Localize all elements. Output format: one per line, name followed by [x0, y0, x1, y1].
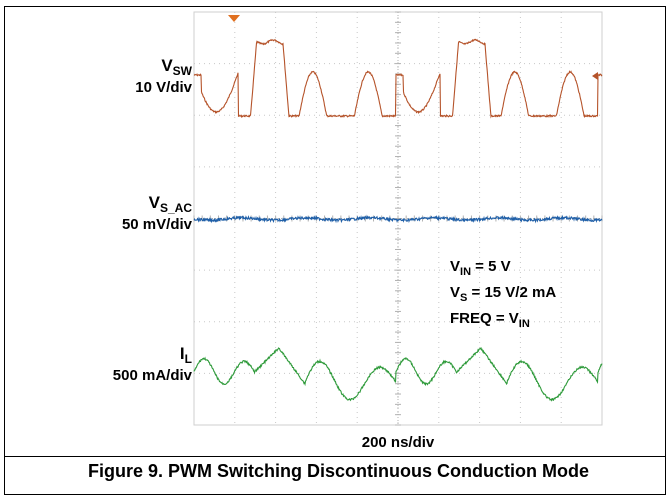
- vsw-trace: [193, 38, 603, 119]
- scope-traces: [193, 38, 603, 402]
- vsac-scale: 50 mV/div: [121, 215, 192, 233]
- il-label: IL 500 mA/div: [112, 344, 192, 384]
- vsac-trace: [193, 214, 603, 224]
- timebase-label: 200 ns/div: [361, 434, 435, 451]
- caption-divider: [4, 456, 666, 457]
- il-trace: [193, 347, 603, 402]
- vsac-label: VS_AC 50 mV/div: [121, 193, 192, 233]
- vin-annotation: VIN = 5 V: [450, 258, 511, 278]
- trigger-marker: [228, 15, 240, 22]
- il-scale: 500 mA/div: [112, 366, 192, 384]
- ch1-level-marker: [592, 72, 598, 80]
- freq-annotation: FREQ = VIN: [450, 310, 530, 330]
- figure-caption: Figure 9. PWM Switching Discontinuous Co…: [88, 461, 589, 481]
- vsw-label: VSW 10 V/div: [135, 56, 192, 96]
- vs-annotation: VS = 15 V/2 mA: [450, 284, 557, 304]
- vsw-scale: 10 V/div: [135, 78, 192, 96]
- figure-frame: [4, 6, 666, 495]
